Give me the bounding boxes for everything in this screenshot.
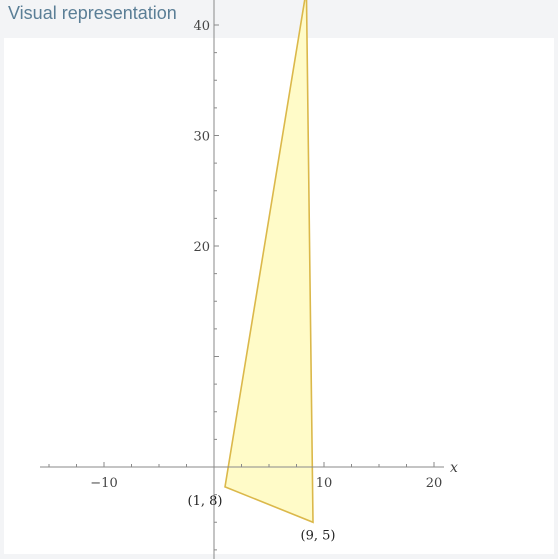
x-tick-label: 20: [426, 476, 443, 491]
x-tick-label: 10: [316, 476, 333, 491]
pod-title: Visual representation: [8, 3, 177, 23]
y-tick-label: 40: [193, 19, 210, 34]
x-tick-label: −10: [90, 476, 117, 491]
triangle-shape: [224, 0, 314, 524]
y-tick-label: 20: [193, 240, 210, 255]
vertex-label: (9, 5): [301, 528, 336, 543]
x-axis-label: x: [450, 460, 458, 476]
y-tick-label: 30: [193, 130, 210, 145]
vertex-label: (1, 8): [188, 494, 223, 509]
